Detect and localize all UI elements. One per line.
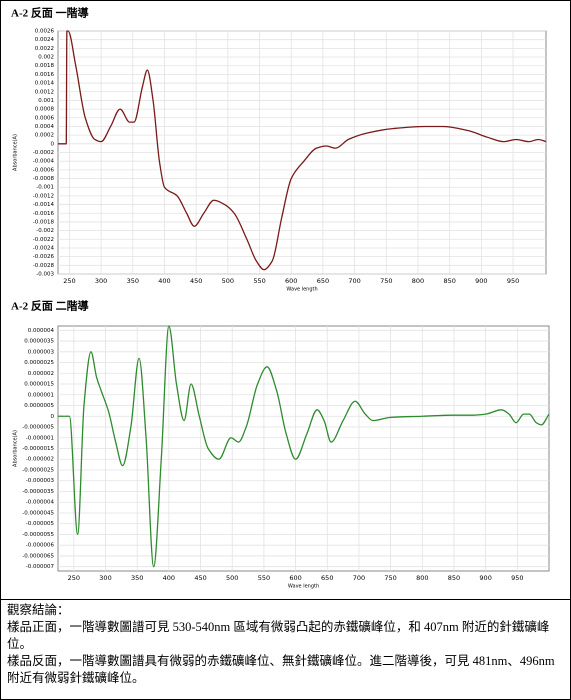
x-tick-label: 400 xyxy=(163,574,175,582)
y-tick-label: -0.003 xyxy=(36,272,54,278)
y-tick-label: 0 xyxy=(51,141,55,147)
x-tick-label: 700 xyxy=(353,574,365,582)
y-tick-label: 0.0008 xyxy=(35,107,55,113)
x-tick-label: 350 xyxy=(127,277,139,285)
x-tick-label: 450 xyxy=(194,574,206,582)
y-tick-label: -0.001 xyxy=(36,185,54,191)
y-tick-label: 0.0016 xyxy=(35,72,55,78)
y-tick-label: -0.0026 xyxy=(33,254,55,260)
x-tick-label: 500 xyxy=(222,277,234,285)
y-tick-label: -0.002 xyxy=(36,228,54,234)
x-tick-label: 300 xyxy=(95,277,107,285)
y-tick-label: -0.0000035 xyxy=(22,489,54,495)
x-tick-label: 700 xyxy=(348,277,360,285)
x-tick-label: 850 xyxy=(443,277,455,285)
chart-title: A-2 反面 二階導 xyxy=(11,299,89,313)
y-tick-label: -0.0002 xyxy=(33,150,54,156)
x-tick-label: 500 xyxy=(226,574,238,582)
x-tick-label: 600 xyxy=(285,277,297,285)
y-tick-label: 0 xyxy=(51,414,55,420)
x-tick-label: 950 xyxy=(511,574,523,582)
y-tick-label: -0.0000025 xyxy=(22,467,54,473)
conclusion: 觀察結論： 樣品正面，一階導數圖譜可見 530-540nm 區域有微弱凸起的赤鐵… xyxy=(1,599,570,699)
y-tick-label: 0.0000035 xyxy=(24,339,54,345)
y-tick-label: -0.000003 xyxy=(26,478,55,484)
y-tick-label: 0.0002 xyxy=(35,133,54,139)
y-tick-label: -0.000002 xyxy=(26,457,54,463)
x-tick-label: 850 xyxy=(448,574,460,582)
conclusion-paragraph: 樣品反面，一階導數圖譜具有微弱的赤鐵礦峰位、無針鐵礦峰位。進二階導後，可見 48… xyxy=(7,654,555,685)
y-tick-label: -0.0016 xyxy=(33,211,55,217)
x-tick-label: 450 xyxy=(190,277,202,285)
spectrum-line xyxy=(58,325,550,568)
y-tick-label: 0.001 xyxy=(38,98,54,104)
y-tick-label: 0.000004 xyxy=(28,328,55,334)
y-tick-label: -0.0024 xyxy=(33,245,55,251)
y-tick-label: -0.0012 xyxy=(33,193,54,199)
y-tick-label: 0.0000005 xyxy=(24,403,54,409)
y-tick-label: 0.0014 xyxy=(35,81,55,87)
x-tick-label: 400 xyxy=(158,277,170,285)
x-tick-label: 350 xyxy=(131,574,143,582)
y-axis-label: Absorbance(A) xyxy=(13,134,19,171)
x-tick-label: 900 xyxy=(475,277,487,285)
y-tick-label: 0.0000025 xyxy=(24,360,54,366)
y-tick-label: 0.0022 xyxy=(35,46,54,52)
x-tick-label: 750 xyxy=(384,574,396,582)
y-tick-label: -0.0000055 xyxy=(22,532,54,538)
x-tick-label: 300 xyxy=(99,574,111,582)
y-tick-label: 0.0012 xyxy=(35,89,54,95)
x-tick-label: 550 xyxy=(258,574,270,582)
y-tick-label: -0.0008 xyxy=(33,176,55,182)
y-tick-label: -0.0004 xyxy=(33,159,55,165)
y-tick-label: -0.0018 xyxy=(33,219,55,225)
x-tick-label: 650 xyxy=(321,574,333,582)
y-tick-label: 0.0004 xyxy=(35,124,55,130)
y-tick-label: -0.000007 xyxy=(26,564,55,570)
y-tick-label: 0.0026 xyxy=(35,29,55,35)
x-tick-label: 650 xyxy=(317,277,329,285)
y-axis-label: Absorbance(A) xyxy=(13,430,19,467)
y-tick-label: -0.0000015 xyxy=(22,446,54,452)
conclusion-paragraph: 樣品正面，一階導數圖譜可見 530-540nm 區域有微弱凸起的赤鐵礦峰位，和 … xyxy=(7,620,550,651)
x-tick-label: 800 xyxy=(416,574,428,582)
y-tick-label: 0.000003 xyxy=(28,349,55,355)
x-tick-label: 250 xyxy=(68,574,80,582)
x-tick-label: 250 xyxy=(63,277,75,285)
y-tick-label: -0.000005 xyxy=(26,521,55,527)
y-tick-label: 0.0006 xyxy=(35,115,55,121)
y-tick-label: -0.000006 xyxy=(26,543,55,549)
y-tick-label: 0.0024 xyxy=(35,37,55,43)
y-tick-label: 0.0018 xyxy=(35,63,55,69)
y-tick-label: -0.0006 xyxy=(33,167,55,173)
y-tick-label: -0.0000065 xyxy=(22,553,54,559)
x-tick-label: 950 xyxy=(507,277,519,285)
charts: A-2 反面 一階導 250 300 350 400 450 500 550 600 650 700… xyxy=(11,6,550,590)
y-tick-label: 0.002 xyxy=(38,55,54,61)
x-tick-label: 800 xyxy=(412,277,424,285)
y-tick-label: -0.000004 xyxy=(26,500,55,506)
conclusion-heading: 觀察結論： xyxy=(7,603,70,617)
x-axis-label: Wave length xyxy=(288,584,319,590)
y-tick-label: 0.000001 xyxy=(28,392,54,398)
y-tick-label: -0.0014 xyxy=(33,202,55,208)
x-tick-label: 900 xyxy=(479,574,491,582)
y-tick-label: -0.0000045 xyxy=(22,510,54,516)
y-tick-label: -0.000001 xyxy=(26,435,54,441)
x-tick-label: 550 xyxy=(253,277,265,285)
chart-title: A-2 反面 一階導 xyxy=(11,6,89,20)
y-tick-label: -0.0022 xyxy=(33,237,54,243)
x-tick-label: 750 xyxy=(380,277,392,285)
y-tick-label: 0.000002 xyxy=(28,371,54,377)
x-axis-label: Wave length xyxy=(286,287,317,293)
y-tick-label: -0.0000005 xyxy=(22,425,54,431)
y-tick-label: 0.0000015 xyxy=(24,382,54,388)
x-tick-label: 600 xyxy=(289,574,301,582)
spectrum-line xyxy=(58,30,547,271)
y-tick-label: -0.0028 xyxy=(33,263,55,269)
